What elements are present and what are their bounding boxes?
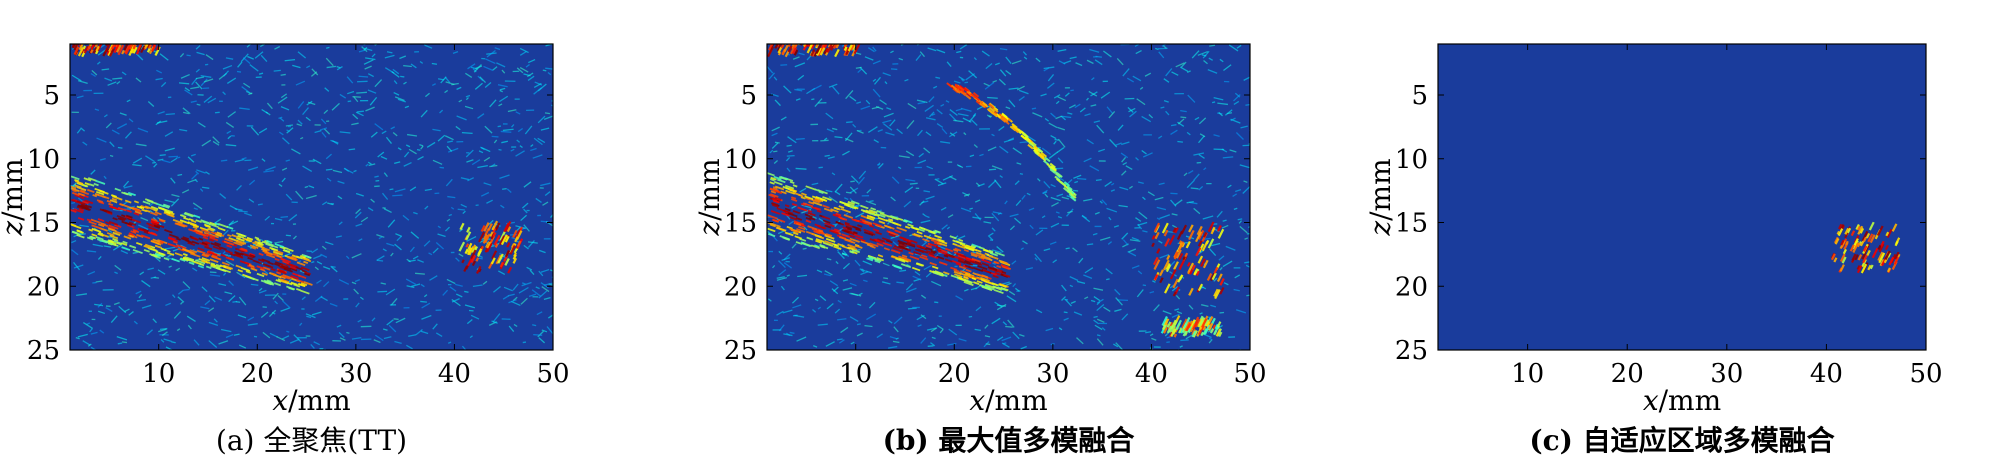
plot-area bbox=[767, 44, 1250, 350]
x-tick-label: 10 bbox=[1511, 359, 1544, 389]
y-tick-label: 20 bbox=[724, 272, 757, 302]
feature-cluster bbox=[1830, 221, 1901, 274]
y-tick-label: 25 bbox=[27, 336, 60, 366]
y-tick-label: 15 bbox=[27, 209, 60, 239]
panel-1: 10 20 30 40 50 5 10 15 20 25 x/mm z/mm (a) 全聚焦(TT) bbox=[0, 43, 570, 457]
panel-3: 10 20 30 40 50 5 10 15 20 25 x/mm z/mm (c) 自适应区域多模融合 bbox=[1364, 43, 1943, 457]
y-tick-label: 10 bbox=[724, 145, 757, 175]
x-tick-label: 10 bbox=[839, 359, 872, 389]
heatmap-texture bbox=[767, 44, 1250, 350]
y-tick-label: 20 bbox=[27, 272, 60, 302]
panel-caption: (a) 全聚焦(TT) bbox=[216, 424, 407, 457]
axes-frame bbox=[69, 43, 554, 351]
feature-diagonal_band bbox=[767, 172, 1012, 295]
y-tick-label: 5 bbox=[1411, 81, 1428, 111]
axes-frame bbox=[766, 43, 1251, 351]
x-tick-label: 50 bbox=[536, 359, 569, 389]
y-tick-label: 5 bbox=[740, 81, 757, 111]
y-axis-label: z/mm bbox=[1364, 158, 1397, 236]
y-tick-label: 15 bbox=[724, 209, 757, 239]
x-tick-label: 40 bbox=[1810, 359, 1843, 389]
y-tick-label: 10 bbox=[27, 145, 60, 175]
feature-cluster bbox=[458, 220, 524, 274]
x-tick-label: 50 bbox=[1909, 359, 1942, 389]
x-tick-label: 50 bbox=[1233, 359, 1266, 389]
y-tick-label: 15 bbox=[1395, 209, 1428, 239]
feature-cluster bbox=[1151, 221, 1225, 300]
y-tick-label: 20 bbox=[1395, 272, 1428, 302]
feature-cluster bbox=[70, 44, 161, 58]
x-tick-label: 40 bbox=[1135, 359, 1168, 389]
x-tick-label: 20 bbox=[938, 359, 971, 389]
x-tick-label: 40 bbox=[438, 359, 471, 389]
feature-cluster bbox=[1160, 315, 1223, 338]
y-axis-label: z/mm bbox=[693, 158, 726, 236]
panel-caption: (c) 自适应区域多模融合 bbox=[1529, 424, 1835, 457]
x-tick-label: 20 bbox=[1611, 359, 1644, 389]
y-tick-label: 5 bbox=[43, 81, 60, 111]
y-tick-label: 25 bbox=[1395, 336, 1428, 366]
heatmap-texture bbox=[1830, 221, 1901, 274]
x-tick-label: 30 bbox=[339, 359, 372, 389]
panel-caption: (b) 最大值多模融合 bbox=[883, 424, 1136, 457]
x-tick-label: 30 bbox=[1710, 359, 1743, 389]
x-tick-label: 10 bbox=[142, 359, 175, 389]
x-axis-label: x/mm bbox=[272, 384, 350, 417]
x-tick-label: 20 bbox=[241, 359, 274, 389]
panel-2: 10 20 30 40 50 5 10 15 20 25 x/mm z/mm (b) 最大值多模融合 bbox=[693, 43, 1267, 457]
x-axis-label: x/mm bbox=[1643, 384, 1721, 417]
y-tick-label: 10 bbox=[1395, 145, 1428, 175]
x-axis-label: x/mm bbox=[969, 384, 1047, 417]
heatmap-texture bbox=[70, 44, 553, 350]
feature-diagonal_band bbox=[70, 175, 313, 295]
feature-arc bbox=[946, 82, 1077, 202]
axes-frame bbox=[1437, 43, 1927, 351]
feature-cluster bbox=[767, 44, 861, 58]
y-axis-label: z/mm bbox=[0, 158, 29, 236]
y-tick-label: 25 bbox=[724, 336, 757, 366]
x-tick-label: 30 bbox=[1036, 359, 1069, 389]
plot-area bbox=[1438, 44, 1926, 350]
